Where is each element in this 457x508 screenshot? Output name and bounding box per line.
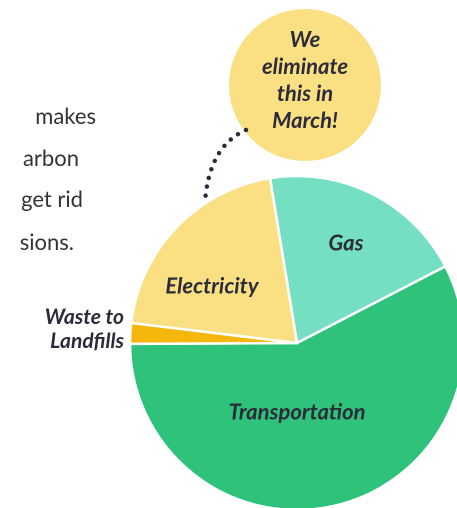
callout-bubble [229,9,381,161]
slice-label: Transportation [228,398,365,425]
paragraph-line: get rid [21,185,83,212]
callout-text: We eliminate this in March! [261,25,349,133]
paragraph-line: arbon [23,144,79,171]
paragraph-line: sions. [20,228,74,255]
slice-label: Waste to Landfills [44,304,124,353]
pie-slice [129,176,299,345]
pie-slice [268,174,448,345]
slice-label: Gas [328,229,363,256]
paragraph-line: makes [35,102,96,129]
pie: Gas Transportation Electricity [126,172,457,508]
slice-label: Electricity [165,272,259,299]
pie-slice [128,264,457,508]
